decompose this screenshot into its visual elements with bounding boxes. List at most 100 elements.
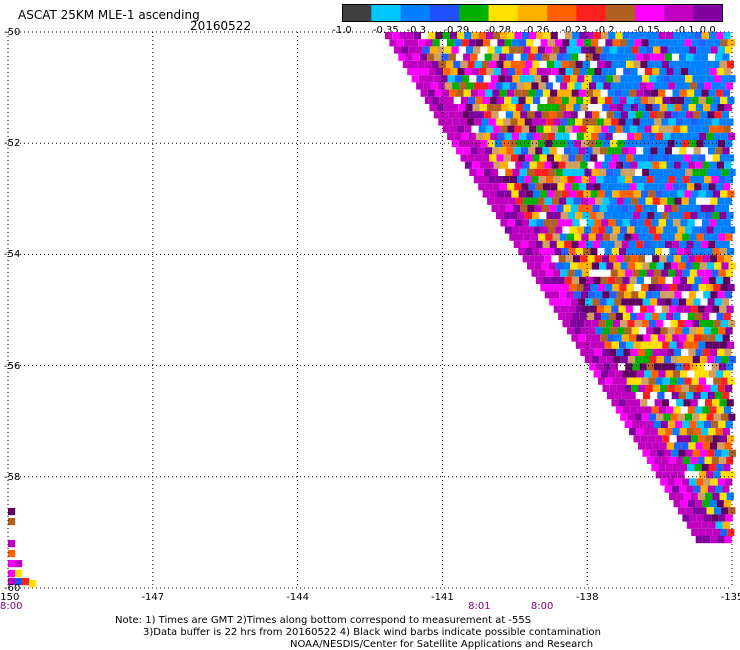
data-cell [672,240,680,248]
data-cell [710,197,718,205]
data-cell [640,341,648,349]
data-cell [484,53,492,61]
data-cell [655,190,663,198]
data-cell [707,485,715,493]
data-cell [658,219,666,227]
data-cell [692,320,700,328]
data-cell [616,161,624,169]
data-cell [608,161,617,169]
data-cell [709,219,717,227]
data-cell [621,240,629,248]
data-cell [435,32,443,40]
colorbar-swatch [605,4,636,22]
data-cell [695,406,703,414]
data-cell [686,240,694,248]
data-cell [554,60,562,68]
data-cell [660,46,668,54]
colorbar-labels: -1.0 -0.35 -0.3 -0.29 -0.28 -0.26 -0.23 -0.2 -0.… [320,25,740,39]
data-cell [584,262,592,270]
data-cell [666,255,674,263]
data-cell [515,68,523,76]
data-cell [679,89,687,97]
data-cell [558,68,566,76]
data-cell [675,82,683,90]
data-cell [593,32,601,40]
data-cell [565,255,573,263]
data-cell [476,168,484,176]
data-cell [718,363,726,371]
data-cell [707,449,715,457]
data-cell [615,276,623,284]
data-cell [668,456,676,464]
data-cell [656,449,664,457]
data-cell [516,233,524,241]
data-cell [402,60,410,68]
data-cell [506,89,515,97]
data-cell [631,291,639,299]
data-cell [690,60,698,68]
data-cell [697,456,705,464]
data-cell [572,161,581,169]
data-cell [618,212,626,220]
data-cell [500,32,508,40]
data-cell [640,60,648,68]
data-cell [699,39,707,47]
data-cell [489,60,497,68]
data-cell [650,298,658,306]
data-cell [667,478,675,486]
data-cell [685,75,693,83]
data-cell [578,298,586,306]
data-cell [674,233,683,241]
data-cell [538,176,546,184]
data-cell [581,82,589,90]
data-cell [687,500,696,508]
data-cell [646,363,654,371]
data-cell [716,406,724,414]
data-cell [678,168,686,176]
data-cell [610,233,618,241]
data-cell [661,305,669,313]
data-cell [511,190,519,198]
data-cell [675,176,683,184]
data-cell [626,284,634,292]
data-cell [677,377,685,385]
data-cell [619,377,627,385]
data-cell [676,248,684,256]
data-cell [492,89,500,97]
data-cell [612,377,620,385]
data-cell [544,161,552,169]
data-cell [704,118,712,126]
data-cell [534,204,542,212]
data-cell [593,370,601,378]
data-cell [683,212,691,220]
data-cell [425,39,433,47]
data-cell [633,341,641,349]
data-cell [579,32,587,40]
data-cell [727,96,735,104]
data-cell [702,255,710,263]
data-cell [651,276,659,284]
data-cell [660,82,669,90]
data-cell [647,305,655,313]
data-cell [624,46,632,54]
data-cell [590,96,598,104]
data-cell [687,406,695,414]
data-cell [655,435,663,443]
data-cell [645,384,653,392]
data-cell [554,190,562,198]
data-cell [630,219,638,227]
data-cell [650,147,658,155]
data-cell [716,219,724,227]
data-cell [508,104,516,112]
data-cell [654,456,662,464]
data-cell [702,406,710,414]
data-cell [673,68,681,76]
data-cell [692,449,700,457]
data-cell [669,341,677,349]
data-cell [684,132,692,140]
data-cell [547,132,556,140]
data-cell [580,291,588,299]
data-cell [708,240,716,248]
data-cell [29,580,37,588]
data-cell [722,334,730,342]
